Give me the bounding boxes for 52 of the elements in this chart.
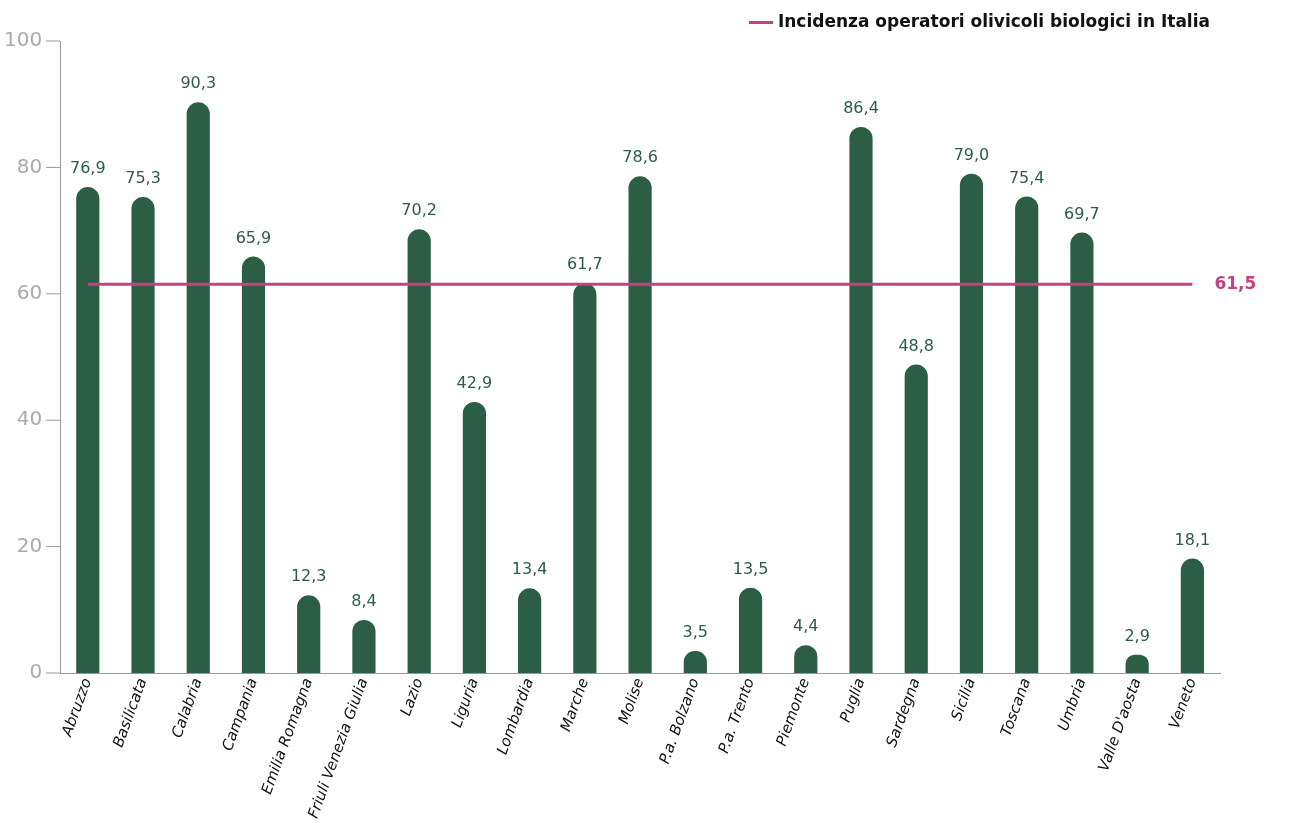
bar [904, 364, 928, 674]
bar [518, 588, 542, 674]
x-tick-label: P.a. Trento [714, 675, 758, 756]
data-label: 61,5 [1214, 272, 1257, 293]
data-label: 4,4 [793, 616, 819, 636]
data-label: 13,5 [732, 558, 769, 578]
bar [186, 102, 210, 674]
data-label: 75,3 [125, 168, 161, 188]
bar [1015, 196, 1039, 674]
bar [573, 283, 597, 674]
y-tick-label: 100 [3, 27, 43, 52]
legend-label: Incidenza operatori olivicoli biologici in Italia [777, 10, 1211, 31]
data-label: 8,4 [351, 591, 377, 611]
x-tick-label: Lazio [396, 675, 427, 719]
data-label: 86,4 [843, 98, 879, 118]
data-label: 13,4 [511, 559, 548, 579]
data-label: 76,9 [69, 158, 106, 178]
bar [462, 401, 486, 674]
bar [1180, 558, 1204, 674]
data-label: 48,8 [898, 335, 935, 355]
y-tick-label: 80 [16, 153, 43, 178]
bar [738, 587, 763, 674]
y-tick-label: 40 [16, 406, 43, 431]
bar [1070, 232, 1094, 674]
bar [76, 186, 100, 674]
data-label: 69,7 [1064, 203, 1100, 223]
data-label: 3,5 [682, 622, 709, 642]
data-label: 18,1 [1174, 529, 1211, 549]
bar [131, 197, 155, 674]
data-label: 42,9 [456, 373, 493, 393]
bar [628, 176, 652, 674]
data-label: 75,4 [1008, 167, 1045, 187]
bar [297, 595, 321, 674]
bar [241, 256, 266, 674]
bar [849, 126, 873, 674]
data-label: 61,7 [567, 254, 603, 274]
x-tick-label: Puglia [835, 675, 869, 725]
data-label: 90,3 [180, 73, 217, 93]
x-tick-label: Sicilia [947, 675, 979, 723]
y-tick-label: 20 [16, 532, 43, 557]
bar [352, 619, 376, 674]
y-tick-label: 0 [29, 659, 43, 684]
data-label: 12,3 [290, 566, 327, 586]
bar [959, 173, 984, 674]
data-label: 65,9 [235, 227, 272, 247]
x-tick-label: Molise [614, 675, 648, 727]
y-tick-label: 60 [16, 280, 43, 305]
data-label: 2,9 [1124, 625, 1150, 645]
data-label: 70,2 [401, 200, 437, 220]
bar [407, 229, 431, 674]
data-label: 78,6 [622, 147, 658, 167]
data-label: 79,0 [953, 144, 990, 164]
